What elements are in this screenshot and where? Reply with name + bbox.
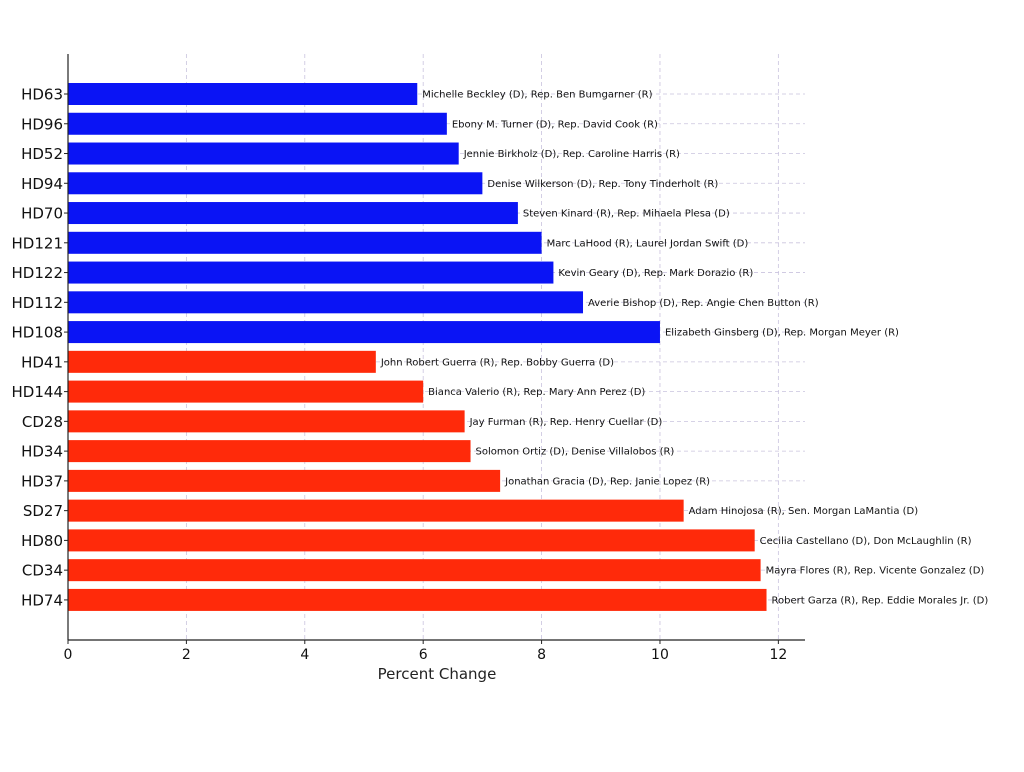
x-tick-label: 12 [769, 647, 787, 663]
bar-annotation: Michelle Beckley (D), Rep. Ben Bumgarner… [422, 90, 652, 101]
bar [68, 83, 418, 105]
x-axis-title: Percent Change [378, 665, 497, 683]
y-tick-label: HD70 [21, 205, 63, 223]
y-tick-label: HD144 [12, 383, 63, 401]
bar-annotation: Jennie Birkholz (D), Rep. Caroline Harri… [463, 149, 680, 160]
bar-annotation: Robert Garza (R), Rep. Eddie Morales Jr.… [772, 595, 989, 606]
bar-annotation: John Robert Guerra (R), Rep. Bobby Guerr… [380, 357, 614, 368]
bar [68, 410, 465, 433]
axes-group: HD63 HD96 HD52 HD94 HD70 HD121 HD122 HD112 HD108… [12, 54, 805, 663]
y-tick-label: HD122 [12, 264, 63, 282]
bar-annotation: Jonathan Gracia (D), Rep. Janie Lopez (R… [504, 476, 710, 487]
bar-annotation: Mayra Flores (R), Rep. Vicente Gonzalez … [766, 566, 985, 577]
bar-annotation: Ebony M. Turner (D), Rep. David Cook (R) [452, 119, 658, 130]
x-tick-label: 0 [64, 647, 73, 663]
bar [68, 529, 755, 552]
bar [68, 499, 684, 522]
bar [68, 588, 767, 611]
y-tick-label: SD27 [23, 502, 63, 520]
bar [68, 202, 518, 225]
bar [68, 380, 424, 403]
bar-annotation: Kevin Geary (D), Rep. Mark Dorazio (R) [558, 268, 753, 279]
x-tick-label: 10 [651, 647, 669, 663]
bar-annotation: Jay Furman (R), Rep. Henry Cuellar (D) [469, 417, 663, 428]
bar-annotation: Adam Hinojosa (R), Sen. Morgan LaMantia … [689, 506, 919, 517]
x-tick-label: 6 [419, 647, 428, 663]
bar [68, 142, 459, 165]
bar-annotation: Denise Wilkerson (D), Rep. Tony Tinderho… [487, 179, 718, 190]
y-tick-label: HD41 [21, 353, 63, 371]
y-tick-label: HD37 [21, 472, 63, 490]
x-tick-label: 4 [300, 647, 309, 663]
y-tick-label: HD80 [21, 532, 63, 550]
bar [68, 469, 501, 492]
bar [68, 440, 471, 463]
bar-annotation: Elizabeth Ginsberg (D), Rep. Morgan Meye… [665, 328, 899, 339]
bar-annotation: Cecilia Castellano (D), Don McLaughlin (… [760, 536, 972, 547]
bar [68, 559, 761, 582]
bar [68, 321, 660, 344]
y-tick-label: HD34 [21, 443, 63, 461]
grid-lines [67, 54, 805, 640]
x-tick-label: 2 [182, 647, 191, 663]
bar [68, 231, 542, 254]
bar-annotation: Steven Kinard (R), Rep. Mihaela Plesa (D… [523, 209, 730, 220]
bar-annotation: Marc LaHood (R), Laurel Jordan Swift (D) [547, 238, 749, 249]
x-tick-label: 8 [537, 647, 546, 663]
bars-group [68, 83, 767, 611]
y-tick-label: HD121 [12, 234, 63, 252]
bar [68, 112, 447, 135]
bar [68, 291, 584, 314]
y-tick-label: HD94 [21, 175, 63, 193]
y-tick-label: CD28 [22, 413, 63, 431]
bar-annotation: Averie Bishop (D), Rep. Angie Chen Butto… [588, 298, 819, 309]
y-tick-label: HD112 [12, 294, 63, 312]
y-tick-label: HD52 [21, 145, 63, 163]
bar [68, 261, 554, 284]
y-tick-label: HD63 [21, 86, 63, 104]
bar-annotation: Bianca Valerio (R), Rep. Mary Ann Perez … [428, 387, 645, 398]
y-tick-label: HD96 [21, 115, 63, 133]
y-tick-label: CD34 [22, 562, 63, 580]
y-tick-label: HD74 [21, 591, 63, 609]
bar-annotation: Solomon Ortiz (D), Denise Villalobos (R) [476, 447, 675, 458]
bar [68, 172, 483, 195]
bar-labels-group: Michelle Beckley (D), Rep. Ben Bumgarner… [380, 90, 989, 607]
bar [68, 350, 376, 373]
y-tick-label: HD108 [12, 324, 63, 342]
